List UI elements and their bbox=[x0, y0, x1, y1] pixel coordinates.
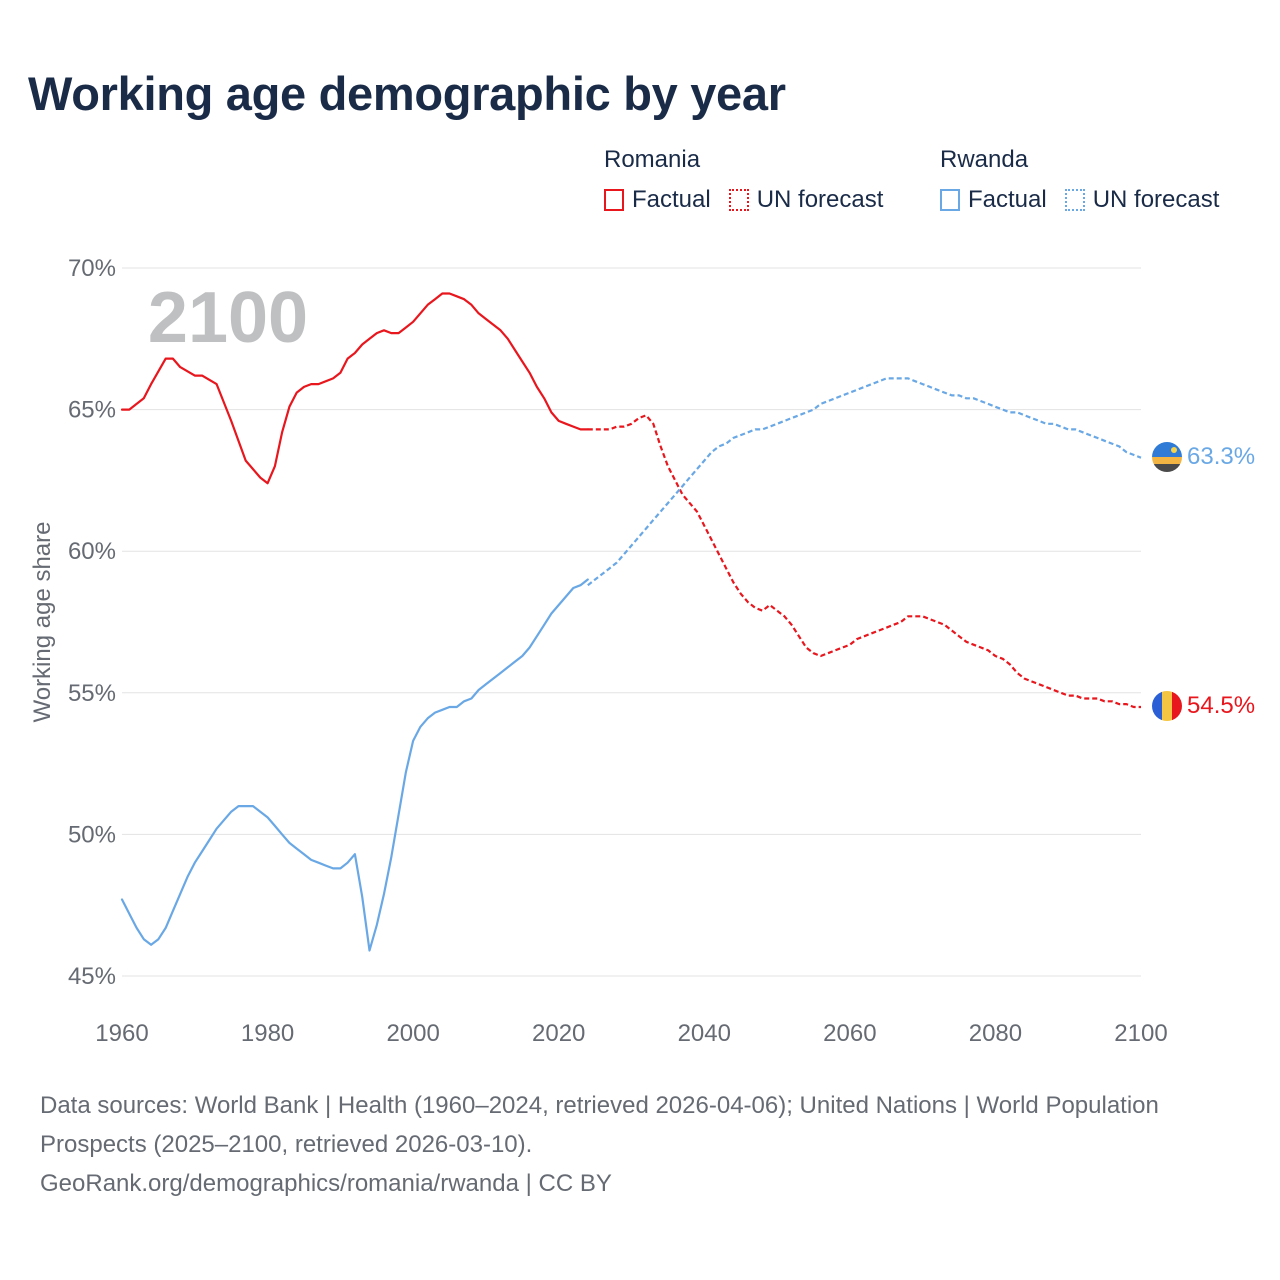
legend-item-rwanda-factual[interactable]: Factual bbox=[940, 186, 1047, 214]
x-axis-ticks: 1960 1980 2000 2020 2040 2060 2080 2100 bbox=[95, 1020, 1167, 1047]
footer: Data sources: World Bank | Health (1960–… bbox=[40, 1086, 1230, 1203]
x-tick-label: 2100 bbox=[1114, 1020, 1167, 1047]
y-axis-ticks: 45% 50% 55% 60% 65% 70% bbox=[68, 255, 116, 990]
rwanda-forecast-line bbox=[587, 377, 1142, 587]
y-tick-label: 70% bbox=[68, 255, 116, 282]
x-tick-label: 2000 bbox=[386, 1020, 439, 1047]
rwanda-factual-line bbox=[120, 578, 589, 952]
legend-item-romania-factual[interactable]: Factual bbox=[604, 186, 711, 214]
rwanda-flag-marker bbox=[1152, 442, 1182, 472]
romania-forecast-line bbox=[587, 414, 1141, 709]
y-tick-label: 50% bbox=[68, 821, 116, 848]
line-chart: 2100 45% 50% 55% 60% 65% 70% 1960 1980 2000 2020… bbox=[29, 255, 1255, 1047]
x-tick-label: 1980 bbox=[241, 1020, 294, 1047]
y-axis-label: Working age share bbox=[29, 522, 56, 723]
y-tick-label: 45% bbox=[68, 963, 116, 990]
legend-swatch-dotted bbox=[728, 189, 749, 211]
x-tick-label: 2080 bbox=[969, 1020, 1022, 1047]
rwanda-flag-green-band bbox=[1152, 464, 1182, 472]
series-lines bbox=[120, 292, 1142, 952]
y-tick-label: 65% bbox=[68, 397, 116, 424]
x-tick-label: 2040 bbox=[678, 1020, 731, 1047]
legend-label: Factual bbox=[968, 186, 1047, 213]
legend-label: UN forecast bbox=[1092, 186, 1220, 213]
data-sources: Data sources: World Bank | Health (1960–… bbox=[40, 1092, 1159, 1158]
legend-group-romania: Romania Factual UN forecast bbox=[604, 144, 883, 214]
rwanda-flag-sun bbox=[1171, 447, 1177, 453]
legend-row: Factual UN forecast bbox=[604, 186, 883, 214]
legend-group-name: Rwanda bbox=[940, 146, 1029, 173]
x-tick-label: 2020 bbox=[532, 1020, 585, 1047]
legend-swatch-dotted bbox=[1064, 189, 1085, 211]
legend-group-name: Romania bbox=[604, 146, 701, 173]
legend-swatch-solid bbox=[604, 189, 624, 211]
rwanda-flag-yellow-band bbox=[1152, 457, 1182, 464]
romania-end-value: 54.5% bbox=[1187, 692, 1255, 719]
legend-item-rwanda-forecast[interactable]: UN forecast bbox=[1064, 186, 1220, 214]
romania-flag-yellow-stripe bbox=[1162, 691, 1172, 721]
rwanda-end-value: 63.3% bbox=[1187, 443, 1255, 470]
gridlines bbox=[122, 267, 1141, 977]
legend-group-rwanda: Rwanda Factual UN forecast bbox=[940, 144, 1219, 214]
year-watermark: 2100 bbox=[148, 278, 308, 358]
rwanda-flag-blue-band bbox=[1152, 442, 1182, 457]
source-link: GeoRank.org/demographics/romania/rwanda … bbox=[40, 1170, 612, 1197]
legend-label: Factual bbox=[632, 186, 711, 213]
romania-factual-line bbox=[120, 292, 589, 485]
y-tick-label: 60% bbox=[68, 538, 116, 565]
legend-row: Factual UN forecast bbox=[940, 186, 1219, 214]
romania-flag-blue-stripe bbox=[1152, 691, 1162, 721]
x-tick-label: 2060 bbox=[823, 1020, 876, 1047]
legend-label: UN forecast bbox=[756, 186, 884, 213]
y-tick-label: 55% bbox=[68, 680, 116, 707]
legend-swatch-solid bbox=[940, 189, 960, 211]
x-tick-label: 1960 bbox=[95, 1020, 148, 1047]
chart-title: Working age demographic by year bbox=[28, 67, 786, 120]
legend-item-romania-forecast[interactable]: UN forecast bbox=[728, 186, 884, 214]
romania-flag-red-stripe bbox=[1172, 691, 1182, 721]
romania-flag-marker bbox=[1152, 691, 1182, 721]
